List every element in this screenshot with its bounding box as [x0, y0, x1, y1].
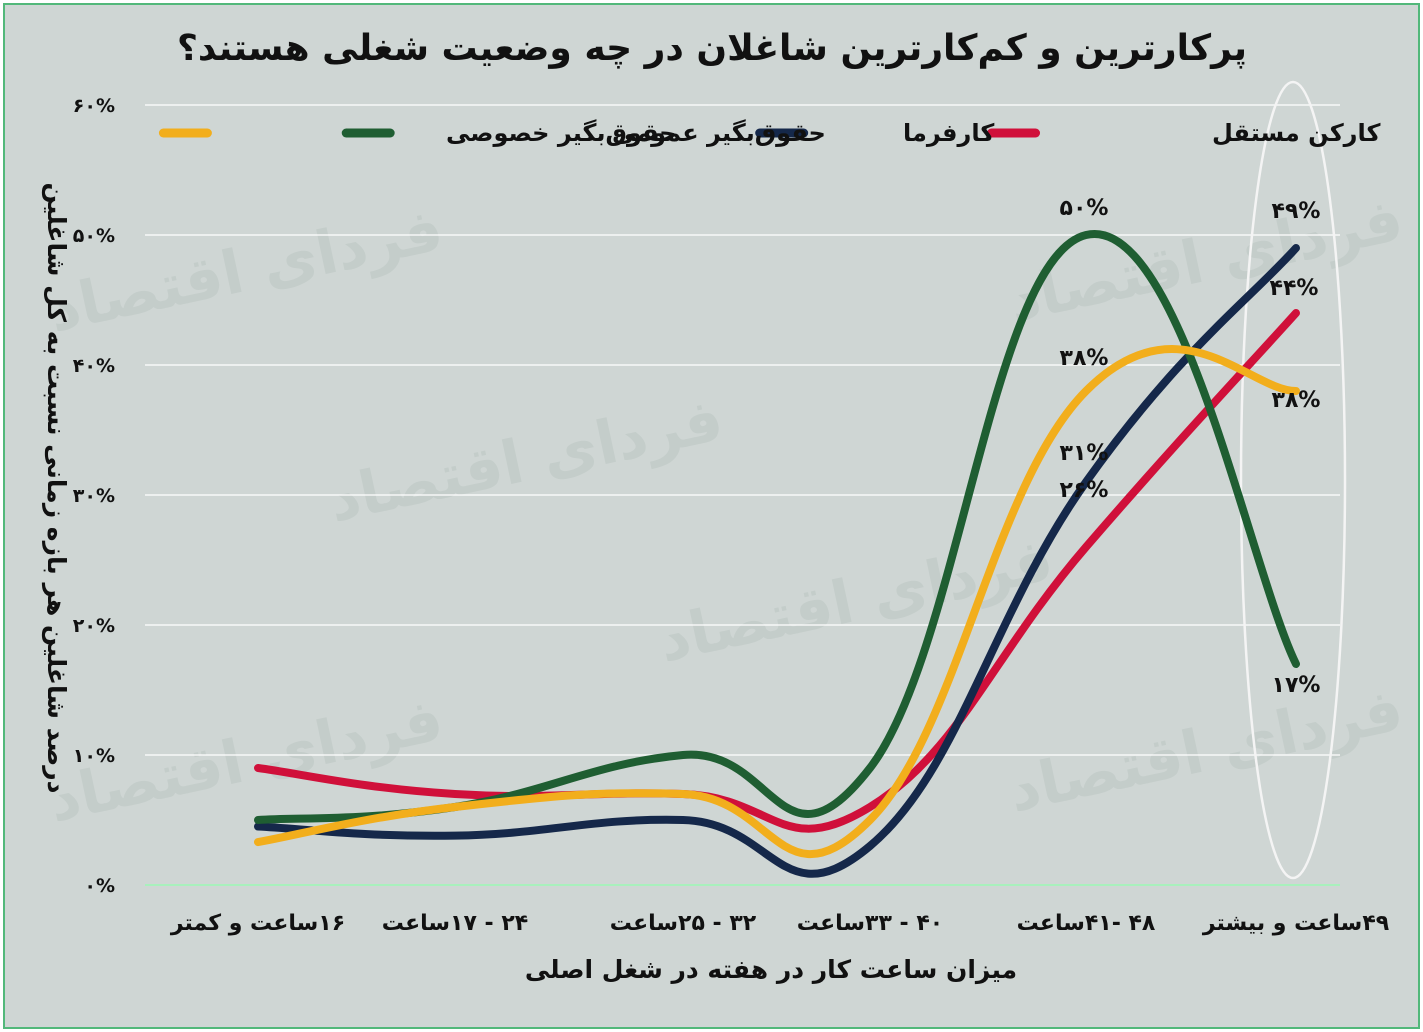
x-tick-label: ۴۸ -۴۱ساعت	[1017, 911, 1156, 936]
y-tick-label: ۵۰%	[73, 225, 115, 247]
data-label: ۵۰%	[1060, 196, 1109, 221]
watermark-text: فردای اقتصاد	[323, 385, 729, 537]
y-tick-label: ۴۰%	[73, 355, 115, 377]
data-label: ۴۴%	[1270, 276, 1319, 301]
legend: کارکن مستقل کارفرما حقوق‌بگیر عمومیحقوق‌بگ…	[158, 119, 1381, 147]
y-tick-label: ۳۰%	[73, 485, 115, 507]
x-tick-label: ۴۰ - ۳۳ساعت	[797, 911, 943, 936]
data-labels: ۵۰% ۳۸% ۳۱% ۲۶% ۴۹% ۴۴% ۳۸% ۱۷%	[1060, 196, 1321, 698]
legend-label: حقوق‌بگیر خصوصی	[446, 119, 677, 147]
x-tick-label: ۲۴ - ۱۷ساعت	[382, 911, 528, 936]
gridlines	[145, 104, 1340, 886]
y-tick-label: ۶۰%	[73, 95, 115, 117]
chart-frame	[3, 3, 1420, 1029]
data-label: ۴۹%	[1272, 199, 1321, 224]
x-tick-label: ۴۹ساعت و بیشتر	[1202, 911, 1389, 936]
y-tick-label: ۰%	[84, 875, 115, 897]
series-line	[254, 244, 1300, 878]
series-lines	[254, 230, 1300, 878]
y-axis-ticks: ۰% ۱۰% ۲۰% ۳۰% ۴۰% ۵۰% ۶۰%	[73, 95, 115, 897]
highlight-ellipse	[1239, 80, 1347, 880]
series-line	[254, 309, 1300, 833]
legend-label: حقوق‌بگیر عمومی	[612, 119, 826, 147]
legend-label: کارفرما	[903, 119, 994, 147]
data-label: ۳۸%	[1272, 388, 1321, 413]
x-tick-label: ۳۲ - ۲۵ساعت	[610, 911, 757, 936]
data-label: ۱۷%	[1272, 673, 1321, 698]
chart-title: پرکارترین و کم‌کارترین شاغلان در چه وضعی…	[177, 28, 1247, 69]
watermark-text: فردای اقتصاد	[43, 195, 449, 347]
data-label: ۳۱%	[1060, 441, 1109, 466]
series-line	[254, 345, 1300, 858]
watermark-text: فردای اقتصاد	[1003, 675, 1409, 827]
x-axis-title: میزان ساعت کار در هفته در شغل اصلی	[525, 955, 1017, 985]
data-label: ۳۸%	[1060, 346, 1109, 371]
x-tick-label: ۱۶ساعت و کمتر	[170, 911, 345, 936]
y-tick-label: ۱۰%	[73, 745, 115, 767]
data-label: ۲۶%	[1060, 478, 1109, 503]
watermark-layer: فردای اقتصاد فردای اقتصاد فردای اقتصاد ف…	[43, 185, 1409, 837]
y-tick-label: ۲۰%	[73, 615, 115, 637]
y-axis-title: درصد شاغلین هر بازه زمانی نسبت به کل شاغ…	[41, 182, 71, 793]
x-axis-ticks: ۱۶ساعت و کمتر ۲۴ - ۱۷ساعت ۳۲ - ۲۵ساعت ۴۰ - …	[170, 911, 1389, 936]
legend-label: کارکن مستقل	[1212, 119, 1381, 147]
